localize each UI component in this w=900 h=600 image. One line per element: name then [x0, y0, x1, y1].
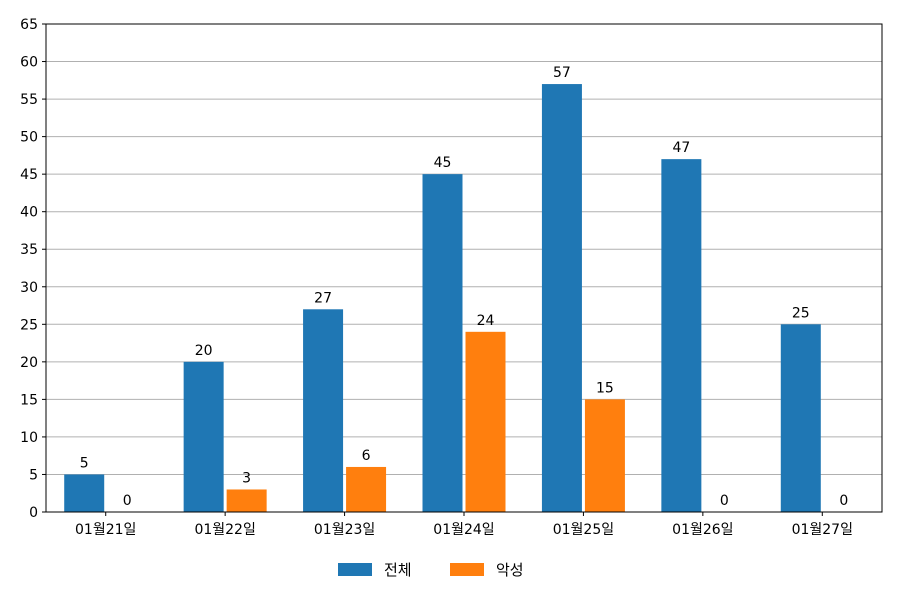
data-label: 3	[242, 470, 251, 486]
data-label: 25	[792, 305, 810, 321]
y-axis: 0 5 10 15 20 25 30 35 40 45 50 55 60 65	[20, 17, 46, 521]
y-tick-label: 55	[20, 92, 38, 108]
bar	[183, 361, 224, 512]
x-tick-label: 01월25일	[553, 522, 614, 538]
data-label: 5	[80, 455, 89, 471]
bars	[64, 84, 821, 513]
y-tick-label: 65	[20, 17, 38, 33]
legend-swatch	[450, 563, 484, 576]
x-tick-label: 01월22일	[194, 522, 255, 538]
y-tick-label: 35	[20, 242, 38, 258]
data-label: 20	[195, 343, 213, 359]
x-tick-label: 01월23일	[314, 522, 375, 538]
y-tick-label: 40	[20, 205, 38, 221]
y-tick-label: 50	[20, 130, 38, 146]
x-axis: 01월21일 01월22일 01월23일 01월24일 01월25일 01월26일 01월2…	[75, 512, 853, 538]
x-tick-label: 01월27일	[792, 522, 853, 538]
bar	[465, 331, 506, 512]
data-label: 27	[314, 290, 332, 306]
y-tick-label: 5	[29, 467, 38, 483]
y-tick-label: 15	[20, 392, 38, 408]
y-tick-label: 30	[20, 280, 38, 296]
y-tick-label: 10	[20, 430, 38, 446]
bar	[64, 474, 105, 512]
legend-label: 전체	[384, 561, 412, 579]
data-labels: 5 0 20 3 27 6 45 24 57 15 47 0 25 0	[80, 65, 848, 509]
bar	[422, 174, 463, 512]
data-label: 47	[672, 140, 690, 156]
bar	[541, 84, 582, 513]
bar	[303, 309, 344, 512]
bar	[226, 489, 267, 512]
data-label: 0	[123, 493, 132, 509]
bar	[780, 324, 821, 512]
bar	[661, 159, 702, 512]
y-tick-label: 25	[20, 317, 38, 333]
data-label: 24	[477, 313, 495, 329]
bar	[346, 466, 387, 512]
legend: 전체 악성	[338, 561, 524, 579]
plot-frame	[45, 23, 883, 513]
bar	[584, 399, 625, 512]
legend-label: 악성	[496, 561, 524, 579]
data-label: 45	[434, 155, 452, 171]
data-label: 0	[720, 493, 729, 509]
y-tick-label: 20	[20, 355, 38, 371]
y-tick-label: 45	[20, 167, 38, 183]
x-tick-label: 01월21일	[75, 522, 136, 538]
legend-swatch	[338, 563, 372, 576]
grid-lines	[46, 61, 882, 475]
data-label: 57	[553, 65, 571, 81]
y-tick-label: 0	[29, 505, 38, 521]
x-tick-label: 01월26일	[672, 522, 733, 538]
x-tick-label: 01월24일	[433, 522, 494, 538]
data-label: 6	[362, 448, 371, 464]
data-label: 0	[839, 493, 848, 509]
data-label: 15	[596, 380, 614, 396]
y-tick-label: 60	[20, 55, 38, 71]
